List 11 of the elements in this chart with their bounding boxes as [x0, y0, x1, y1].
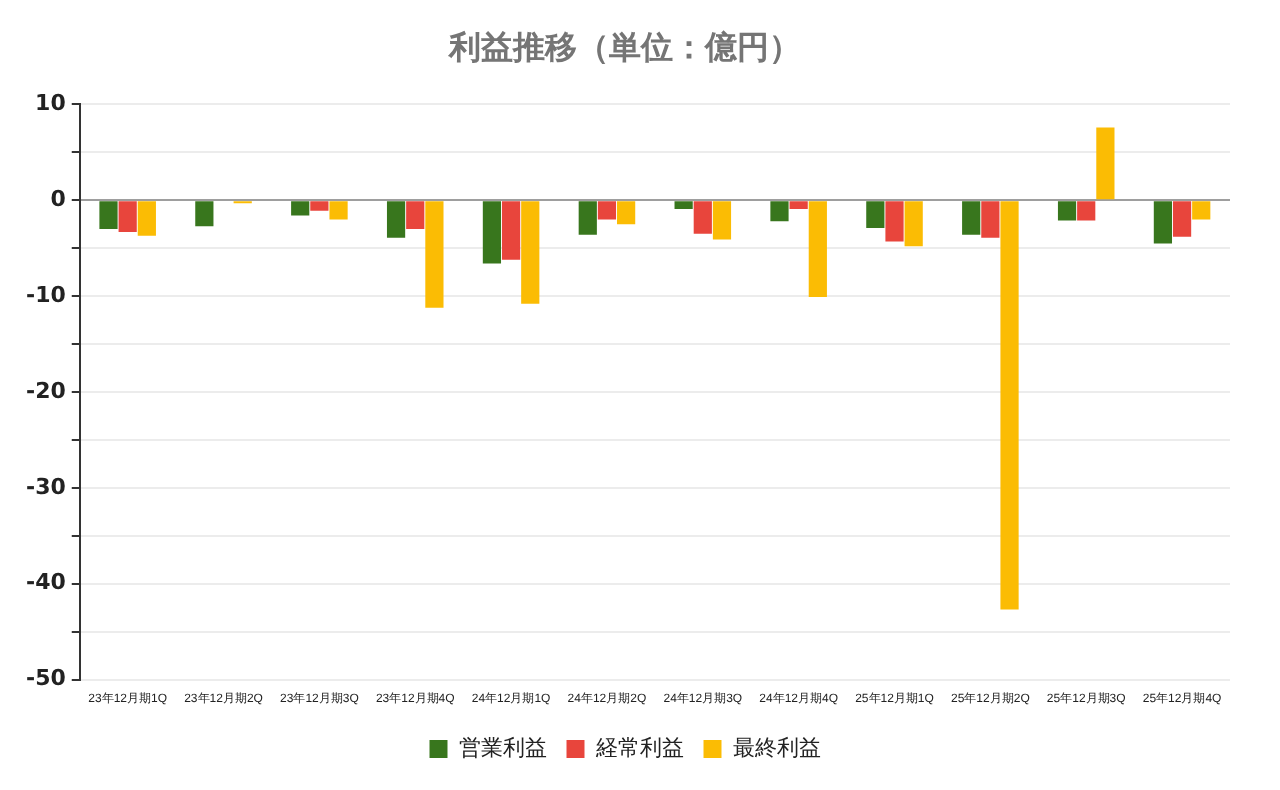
y-tick-label: 10: [35, 90, 67, 117]
legend-label: 経常利益: [593, 734, 684, 761]
y-tick-label: -50: [26, 665, 67, 692]
y-tick-label: -30: [26, 473, 67, 500]
y-tick-label: -40: [26, 569, 67, 596]
chart-title: 利益推移（単位：億円）: [447, 27, 801, 66]
y-tick-label: 0: [50, 185, 67, 212]
legend-label: 最終利益: [732, 734, 821, 761]
legend-label: 営業利益: [458, 734, 547, 761]
y-tick-label: -10: [26, 281, 67, 308]
y-tick-label: -20: [26, 377, 67, 404]
